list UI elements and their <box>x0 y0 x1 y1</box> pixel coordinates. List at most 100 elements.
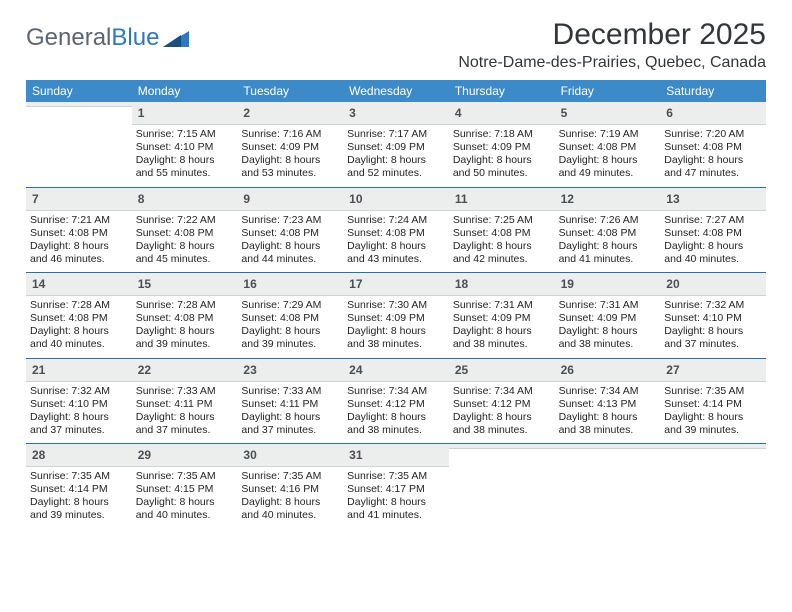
day-info: Sunrise: 7:22 AMSunset: 4:08 PMDaylight:… <box>136 214 234 267</box>
sunset-text: Sunset: 4:09 PM <box>347 141 445 154</box>
page-header: GeneralBlue December 2025 Notre-Dame-des… <box>26 18 766 72</box>
day-number-bar: 3 <box>343 102 449 125</box>
calendar-cell: 15 Sunrise: 7:28 AMSunset: 4:08 PMDayligh… <box>132 272 238 358</box>
sunset-text: Sunset: 4:17 PM <box>347 483 445 496</box>
day-info: Sunrise: 7:16 AMSunset: 4:09 PMDaylight:… <box>241 128 339 181</box>
day-number-bar: 7 <box>26 187 132 211</box>
day-number: 21 <box>32 363 45 377</box>
weekday-header: Monday <box>132 80 238 102</box>
sunset-text: Sunset: 4:08 PM <box>30 227 128 240</box>
day-info: Sunrise: 7:18 AMSunset: 4:09 PMDaylight:… <box>453 128 551 181</box>
day-number: 15 <box>138 277 151 291</box>
calendar-cell <box>660 443 766 529</box>
day-number-bar: 30 <box>237 443 343 467</box>
sunrise-text: Sunrise: 7:33 AM <box>241 385 339 398</box>
day-number: 19 <box>561 277 574 291</box>
sunrise-text: Sunrise: 7:35 AM <box>30 470 128 483</box>
calendar-cell: 29Sunrise: 7:35 AMSunset: 4:15 PMDayligh… <box>132 443 238 529</box>
day-number-bar: 18 <box>449 272 555 296</box>
daylight-text: Daylight: 8 hours and 46 minutes. <box>30 240 128 266</box>
sunset-text: Sunset: 4:14 PM <box>664 398 762 411</box>
day-info: Sunrise: 7:23 AMSunset: 4:08 PMDaylight:… <box>241 214 339 267</box>
sunrise-text: Sunrise: 7:34 AM <box>347 385 445 398</box>
calendar-cell: 3Sunrise: 7:17 AMSunset: 4:09 PMDaylight… <box>343 102 449 187</box>
day-number: 5 <box>561 106 568 120</box>
logo: GeneralBlue <box>26 18 189 52</box>
day-number-bar: 26 <box>555 358 661 382</box>
calendar-page: GeneralBlue December 2025 Notre-Dame-des… <box>0 0 792 539</box>
day-number: 23 <box>243 363 256 377</box>
calendar-cell: 12Sunrise: 7:26 AMSunset: 4:08 PMDayligh… <box>555 187 661 273</box>
day-number-bar: 28 <box>26 443 132 467</box>
sunset-text: Sunset: 4:08 PM <box>241 312 339 325</box>
sunset-text: Sunset: 4:08 PM <box>30 312 128 325</box>
calendar-week: 14 Sunrise: 7:28 AMSunset: 4:08 PMDayligh… <box>26 272 766 358</box>
daylight-text: Daylight: 8 hours and 47 minutes. <box>664 154 762 180</box>
sunrise-text: Sunrise: 7:35 AM <box>347 470 445 483</box>
day-number-bar: 19 <box>555 272 661 296</box>
day-number: 24 <box>349 363 362 377</box>
day-number-bar: 16 <box>237 272 343 296</box>
day-number-bar: 14 <box>26 272 132 296</box>
weekday-header: Saturday <box>660 80 766 102</box>
daylight-text: Daylight: 8 hours and 53 minutes. <box>241 154 339 180</box>
calendar-cell: 26Sunrise: 7:34 AMSunset: 4:13 PMDayligh… <box>555 358 661 444</box>
sunrise-text: Sunrise: 7:32 AM <box>30 385 128 398</box>
daylight-text: Daylight: 8 hours and 38 minutes. <box>559 411 657 437</box>
day-info: Sunrise: 7:25 AMSunset: 4:08 PMDaylight:… <box>453 214 551 267</box>
sunrise-text: Sunrise: 7:27 AM <box>664 214 762 227</box>
day-number-bar <box>660 443 766 449</box>
daylight-text: Daylight: 8 hours and 45 minutes. <box>136 240 234 266</box>
sunrise-text: Sunrise: 7:35 AM <box>664 385 762 398</box>
day-number-bar: 17 <box>343 272 449 296</box>
calendar-cell: 22Sunrise: 7:33 AMSunset: 4:11 PMDayligh… <box>132 358 238 444</box>
day-number: 14 <box>32 277 45 291</box>
calendar-cell: 30Sunrise: 7:35 AMSunset: 4:16 PMDayligh… <box>237 443 343 529</box>
sunrise-text: Sunrise: 7:29 AM <box>241 299 339 312</box>
day-number: 2 <box>243 106 250 120</box>
day-info: Sunrise: 7:28 AMSunset: 4:08 PMDaylight:… <box>136 299 234 352</box>
day-number: 25 <box>455 363 468 377</box>
day-info: Sunrise: 7:21 AMSunset: 4:08 PMDaylight:… <box>30 214 128 267</box>
sunset-text: Sunset: 4:08 PM <box>453 227 551 240</box>
calendar-cell: 16Sunrise: 7:29 AMSunset: 4:08 PMDayligh… <box>237 272 343 358</box>
sunset-text: Sunset: 4:10 PM <box>30 398 128 411</box>
weekday-header: Wednesday <box>343 80 449 102</box>
day-info: Sunrise: 7:35 AMSunset: 4:14 PMDaylight:… <box>30 470 128 523</box>
day-info: Sunrise: 7:35 AMSunset: 4:14 PMDaylight:… <box>664 385 762 438</box>
calendar-cell: 13Sunrise: 7:27 AMSunset: 4:08 PMDayligh… <box>660 187 766 273</box>
calendar-cell: 27 Sunrise: 7:35 AMSunset: 4:14 PMDayligh… <box>660 358 766 444</box>
daylight-text: Daylight: 8 hours and 37 minutes. <box>664 325 762 351</box>
day-number-bar: 27 <box>660 358 766 382</box>
calendar-grid: Sunday Monday Tuesday Wednesday Thursday… <box>26 80 766 529</box>
day-number: 10 <box>349 192 362 206</box>
weekday-header: Friday <box>555 80 661 102</box>
day-number: 3 <box>349 106 356 120</box>
title-block: December 2025 Notre-Dame-des-Prairies, Q… <box>458 18 766 72</box>
day-info: Sunrise: 7:15 AMSunset: 4:10 PMDaylight:… <box>136 128 234 181</box>
daylight-text: Daylight: 8 hours and 40 minutes. <box>30 325 128 351</box>
sunset-text: Sunset: 4:14 PM <box>30 483 128 496</box>
daylight-text: Daylight: 8 hours and 38 minutes. <box>453 411 551 437</box>
sunset-text: Sunset: 4:10 PM <box>136 141 234 154</box>
sunrise-text: Sunrise: 7:33 AM <box>136 385 234 398</box>
sunrise-text: Sunrise: 7:26 AM <box>559 214 657 227</box>
day-info: Sunrise: 7:34 AMSunset: 4:12 PMDaylight:… <box>453 385 551 438</box>
day-number-bar <box>26 102 132 107</box>
calendar-cell: 18Sunrise: 7:31 AMSunset: 4:09 PMDayligh… <box>449 272 555 358</box>
day-number: 18 <box>455 277 468 291</box>
calendar-cell: 14Sunrise: 7:28 AMSunset: 4:08 PMDayligh… <box>26 272 132 358</box>
sunrise-text: Sunrise: 7:17 AM <box>347 128 445 141</box>
sunrise-text: Sunrise: 7:24 AM <box>347 214 445 227</box>
daylight-text: Daylight: 8 hours and 38 minutes. <box>347 411 445 437</box>
sunset-text: Sunset: 4:11 PM <box>136 398 234 411</box>
weekday-header: Thursday <box>449 80 555 102</box>
day-number: 28 <box>32 448 45 462</box>
day-number-bar: 10 <box>343 187 449 211</box>
daylight-text: Daylight: 8 hours and 39 minutes. <box>136 325 234 351</box>
sunset-text: Sunset: 4:09 PM <box>559 312 657 325</box>
calendar-cell <box>449 443 555 529</box>
day-number-bar: 20 <box>660 272 766 296</box>
sunset-text: Sunset: 4:08 PM <box>664 141 762 154</box>
day-number: 8 <box>138 192 145 206</box>
